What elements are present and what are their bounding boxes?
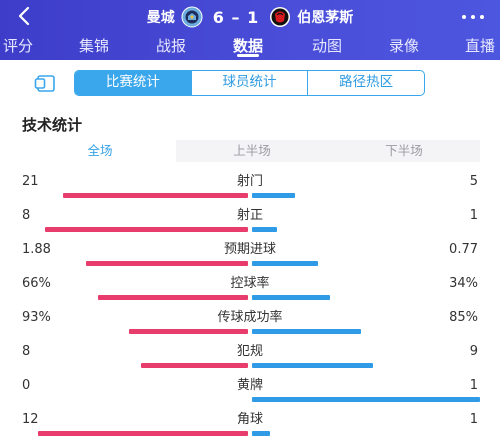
away-stat-value: 1 bbox=[469, 208, 478, 223]
match-header: 曼城 6 – 1 伯恩茅斯 bbox=[0, 0, 500, 34]
segment-player-stats[interactable]: 球员统计 bbox=[190, 71, 308, 95]
segment-heatmap[interactable]: 路径热区 bbox=[307, 71, 424, 95]
chevron-left-icon[interactable] bbox=[14, 5, 36, 27]
home-stat-value: 66% bbox=[22, 276, 51, 291]
stat-row-xg: 1.88 预期进球 0.77 bbox=[0, 242, 500, 278]
score-bar: 曼城 6 – 1 伯恩茅斯 bbox=[0, 0, 500, 34]
away-bar bbox=[252, 193, 295, 198]
home-bar bbox=[86, 261, 248, 266]
home-bar bbox=[98, 295, 248, 300]
away-bar bbox=[252, 397, 480, 402]
away-bar bbox=[252, 295, 330, 300]
stat-row-pass-accuracy: 93% 传球成功率 85% bbox=[0, 310, 500, 346]
segment-match-stats[interactable]: 比赛统计 bbox=[75, 71, 191, 95]
home-stat-value: 12 bbox=[22, 412, 39, 427]
away-stat-value: 34% bbox=[449, 276, 478, 291]
home-stat-value: 93% bbox=[22, 310, 51, 325]
view-toggle-icon[interactable] bbox=[34, 73, 58, 95]
tab-ratings[interactable]: 评分 bbox=[2, 37, 33, 55]
away-stat-value: 1 bbox=[469, 412, 478, 427]
period-tabs: 全场 上半场 下半场 bbox=[24, 140, 480, 162]
tab-live[interactable]: 直播 bbox=[464, 37, 495, 55]
away-bar bbox=[252, 261, 318, 266]
home-stat-value: 8 bbox=[22, 208, 31, 223]
tab-replay[interactable]: 录像 bbox=[388, 37, 419, 55]
home-stat-value: 1.88 bbox=[22, 242, 51, 257]
stat-row-shots-on-target: 8 射正 1 bbox=[0, 208, 500, 244]
home-bar bbox=[141, 363, 248, 368]
stat-row-possession: 66% 控球率 34% bbox=[0, 276, 500, 312]
match-score: 6 – 1 bbox=[212, 7, 260, 27]
tab-highlights[interactable]: 集锦 bbox=[78, 37, 109, 55]
away-stat-value: 9 bbox=[469, 344, 478, 359]
manchester-city-crest-icon bbox=[181, 6, 203, 28]
tab-report[interactable]: 战报 bbox=[155, 37, 186, 55]
home-stat-value: 8 bbox=[22, 344, 31, 359]
stat-row-yellow-cards: 0 黄牌 1 bbox=[0, 378, 500, 414]
stat-label: 角球 bbox=[236, 412, 263, 427]
stat-label: 传球成功率 bbox=[217, 310, 283, 325]
period-tab-second-half[interactable]: 下半场 bbox=[385, 143, 423, 158]
stat-label: 控球率 bbox=[230, 276, 270, 291]
away-bar bbox=[252, 227, 277, 232]
away-bar bbox=[252, 363, 373, 368]
away-bar bbox=[252, 431, 270, 436]
more-dots-icon[interactable] bbox=[460, 7, 486, 27]
stat-row-corners: 12 角球 1 bbox=[0, 412, 500, 440]
stat-label: 预期进球 bbox=[223, 242, 276, 257]
home-stat-value: 0 bbox=[22, 378, 31, 393]
period-tab-first-half[interactable]: 上半场 bbox=[233, 143, 271, 158]
stat-label: 射正 bbox=[236, 208, 263, 223]
stat-label: 黄牌 bbox=[236, 378, 263, 393]
stat-label: 射门 bbox=[236, 174, 263, 189]
period-tab-full[interactable]: 全场 bbox=[24, 140, 176, 162]
home-bar bbox=[38, 431, 248, 436]
home-bar bbox=[129, 329, 248, 334]
home-bar bbox=[63, 193, 248, 198]
away-stat-value: 1 bbox=[469, 378, 478, 393]
section-title: 技术统计 bbox=[22, 116, 83, 134]
tab-stats[interactable]: 数据 bbox=[226, 34, 270, 58]
home-team-name: 曼城 bbox=[146, 10, 175, 26]
away-stat-value: 0.77 bbox=[449, 242, 478, 257]
home-bar bbox=[45, 227, 248, 232]
tab-gifs[interactable]: 动图 bbox=[311, 37, 342, 55]
bournemouth-crest-icon bbox=[270, 7, 291, 27]
away-stat-value: 5 bbox=[469, 174, 478, 189]
match-tabs: 评分 集锦 战报 数据 动图 录像 直播 bbox=[0, 34, 500, 60]
away-team-name: 伯恩茅斯 bbox=[297, 10, 354, 26]
away-bar bbox=[252, 329, 361, 334]
away-stat-value: 85% bbox=[449, 310, 478, 325]
stats-type-segmented-control: 比赛统计 球员统计 路径热区 bbox=[74, 70, 425, 96]
stat-row-fouls: 8 犯规 9 bbox=[0, 344, 500, 380]
stat-label: 犯规 bbox=[236, 344, 263, 359]
home-stat-value: 21 bbox=[22, 174, 39, 189]
stat-row-shots: 21 射门 5 bbox=[0, 174, 500, 210]
